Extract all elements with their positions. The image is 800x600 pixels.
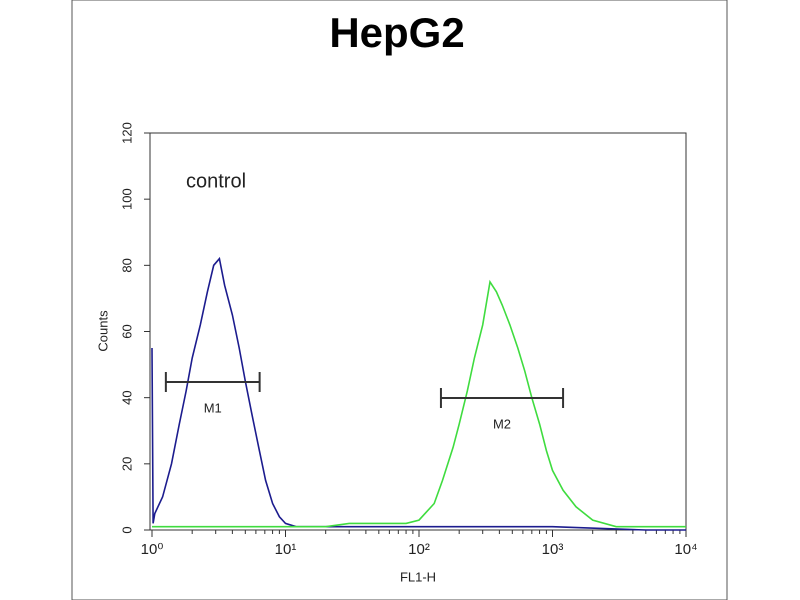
x-tick-label: 10³ bbox=[542, 541, 564, 558]
gate-label: M2 bbox=[493, 416, 511, 431]
y-tick-label: 100 bbox=[119, 188, 134, 210]
y-tick-label: 40 bbox=[119, 390, 134, 404]
panel bbox=[71, 0, 728, 600]
histogram-line bbox=[152, 279, 686, 528]
gate-label: M1 bbox=[204, 400, 222, 415]
y-tick-label: 0 bbox=[119, 526, 134, 533]
x-tick-label: 10⁴ bbox=[674, 541, 697, 558]
x-tick-label: 10² bbox=[408, 541, 430, 558]
y-tick-label: 60 bbox=[119, 324, 134, 338]
x-tick-label: 10¹ bbox=[275, 541, 297, 558]
y-axis-label: Counts bbox=[95, 310, 110, 352]
annotation: control bbox=[186, 170, 246, 192]
y-tick-label: 120 bbox=[119, 122, 134, 144]
x-axis-label: FL1-H bbox=[400, 569, 436, 584]
y-tick-label: 20 bbox=[119, 457, 134, 471]
y-tick-label: 80 bbox=[119, 258, 134, 272]
histogram-line bbox=[151, 256, 686, 531]
chart-title: HepG2 bbox=[329, 9, 464, 56]
x-tick-label: 10⁰ bbox=[141, 541, 164, 558]
